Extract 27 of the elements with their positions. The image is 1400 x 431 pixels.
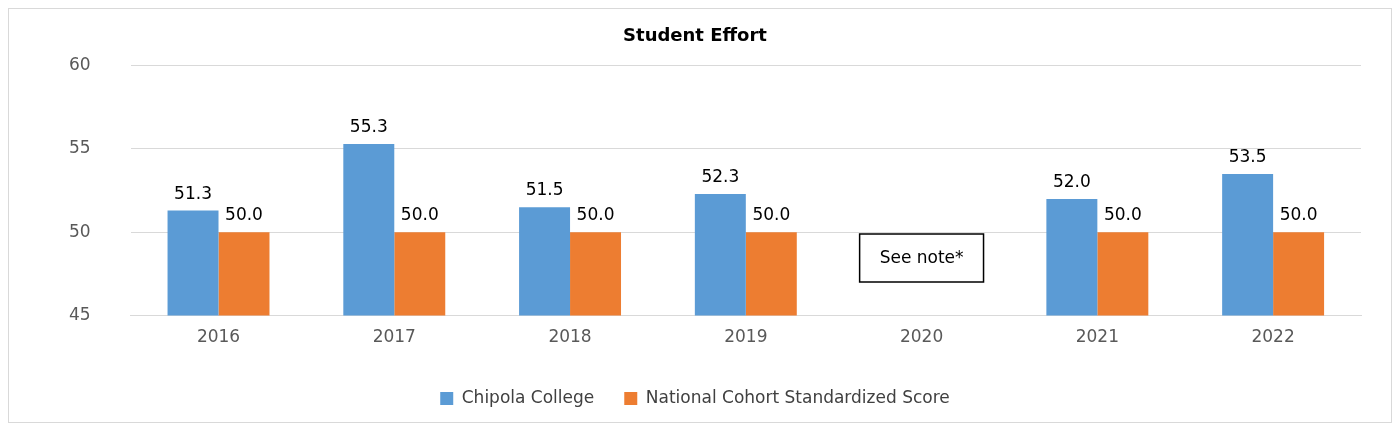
- legend-label: Chipola College: [461, 386, 595, 407]
- x-tick-label: 2018: [548, 326, 592, 347]
- annotation: See note*: [879, 246, 964, 267]
- y-tick-label: 55: [68, 137, 91, 158]
- data-label: 50.0: [752, 204, 791, 225]
- chart-title: Student Effort: [623, 24, 768, 46]
- data-label: 50.0: [1103, 204, 1142, 225]
- x-tick-label: 2019: [724, 326, 768, 347]
- y-tick-label: 50: [68, 220, 91, 241]
- data-label: 50.0: [400, 204, 439, 225]
- legend-label: National Cohort Standardized Score: [645, 386, 950, 407]
- x-tick-label: 2017: [372, 326, 416, 347]
- x-tick-label: 2016: [196, 326, 241, 347]
- data-label: 51.3: [174, 182, 212, 203]
- x-tick-label: 2020: [899, 326, 944, 347]
- data-label: 53.5: [1228, 145, 1267, 166]
- data-label: 55.3: [349, 115, 388, 136]
- data-label: 52.0: [1052, 170, 1091, 191]
- data-label: 50.0: [1279, 204, 1318, 225]
- x-tick-label: 2021: [1075, 326, 1119, 347]
- data-label: 50.0: [225, 204, 263, 225]
- x-tick-label: 2022: [1251, 326, 1295, 347]
- data-label: 52.3: [701, 165, 740, 186]
- y-tick-label: 60: [68, 54, 91, 75]
- y-tick-label: 45: [68, 304, 91, 325]
- data-label: 51.5: [525, 179, 564, 200]
- data-label: 50.0: [576, 204, 615, 225]
